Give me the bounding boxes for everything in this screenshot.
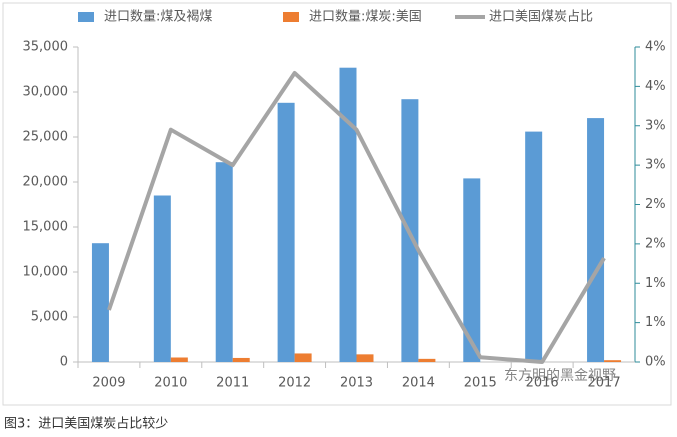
x-tick-label: 2010 xyxy=(154,376,187,391)
y2-tick-label: 3% xyxy=(645,158,666,173)
bar xyxy=(91,243,109,362)
y2-tick-label: 4% xyxy=(645,79,666,94)
y-tick-label: 20,000 xyxy=(23,175,69,190)
line xyxy=(107,70,606,364)
y2-tick-label: 4% xyxy=(645,40,666,55)
y-tick-label: 25,000 xyxy=(23,130,69,145)
bar xyxy=(418,358,436,362)
x-tick-label: 2009 xyxy=(92,376,125,391)
y-tick-label: 30,000 xyxy=(23,85,69,100)
caption: 图3：进口美国煤炭占比较少 xyxy=(4,417,168,432)
x-tick-label: 2014 xyxy=(402,376,435,391)
y-tick-label: 35,000 xyxy=(23,40,69,55)
x-tick-label: 2013 xyxy=(340,376,373,391)
bar xyxy=(587,118,605,362)
legend-label: 进口数量:煤炭:美国 xyxy=(309,10,422,25)
watermark: 东方明的黑金视野 xyxy=(504,368,616,384)
bar xyxy=(153,195,171,362)
bar xyxy=(277,102,295,363)
y2-tick-label: 1% xyxy=(645,315,666,330)
x-tick-label: 2011 xyxy=(216,376,249,391)
y2-tick-label: 3% xyxy=(645,118,666,133)
bar xyxy=(232,357,250,362)
bar xyxy=(294,353,312,362)
bar xyxy=(525,131,543,362)
x-tick-label: 2015 xyxy=(464,376,497,391)
y2-tick-label: 2% xyxy=(645,197,666,212)
bar xyxy=(215,162,233,362)
y2-tick-label: 2% xyxy=(645,236,666,251)
y-tick-label: 15,000 xyxy=(23,220,69,235)
bar xyxy=(356,354,374,362)
legend-label: 进口数量:煤及褐煤 xyxy=(104,10,212,25)
y-tick-label: 10,000 xyxy=(23,265,69,280)
y2-tick-label: 1% xyxy=(645,276,666,291)
x-tick-label: 2016 xyxy=(526,376,559,391)
bar xyxy=(463,178,481,362)
x-tick-label: 2012 xyxy=(278,376,311,391)
bar xyxy=(604,360,622,362)
legend-swatch xyxy=(78,12,94,22)
legend-label: 进口美国煤炭占比 xyxy=(489,10,593,25)
bar xyxy=(339,67,357,362)
y-tick-label: 0 xyxy=(60,355,68,370)
y2-tick-label: 0% xyxy=(645,355,666,370)
y-tick-label: 5,000 xyxy=(31,310,68,325)
chart-frame xyxy=(2,2,672,406)
legend-swatch xyxy=(283,12,299,22)
x-tick-label: 2017 xyxy=(588,376,621,391)
bar xyxy=(170,357,188,362)
